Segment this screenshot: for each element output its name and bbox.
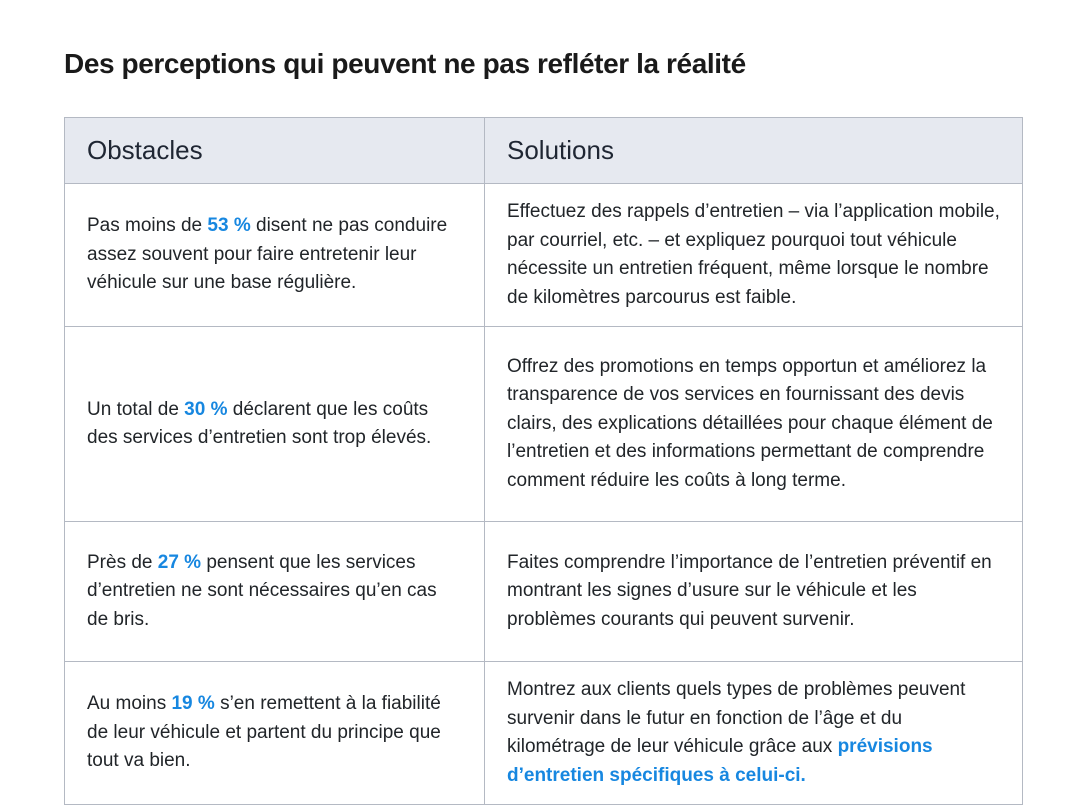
solution-1-text: Effectuez des rappels d’entretien – via … bbox=[507, 201, 1000, 308]
obstacle-4-text-pre: Au moins bbox=[87, 693, 172, 715]
table-row-1: Pas moins de 53 % disent ne pas conduire… bbox=[64, 183, 1023, 327]
solution-cell-2: Offrez des promotions en temps opportun … bbox=[484, 326, 1023, 522]
stat-30-percent: 30 % bbox=[184, 398, 228, 420]
obstacle-3-text-pre: Près de bbox=[87, 551, 158, 573]
obstacle-1-text-post: disent ne pas conduire assez souvent pou… bbox=[87, 215, 448, 294]
page-title: Des perceptions qui peuvent ne pas reflé… bbox=[64, 48, 746, 79]
column-header-solutions: Solutions bbox=[484, 117, 1023, 184]
stat-19-percent: 19 % bbox=[171, 693, 215, 715]
obstacle-cell-1: Pas moins de 53 % disent ne pas conduire… bbox=[64, 183, 485, 327]
table-row-4: Au moins 19 % s’en remettent à la fiabil… bbox=[64, 661, 1023, 805]
maintenance-forecast-link[interactable]: prévisions d’entretien spécifiques à cel… bbox=[507, 736, 933, 786]
solution-cell-3: Faites comprendre l’importance de l’entr… bbox=[484, 521, 1023, 662]
stat-53-percent: 53 % bbox=[207, 215, 251, 237]
obstacle-2-text-post: déclarent que les coûts des services d’e… bbox=[87, 398, 432, 449]
obstacle-cell-4: Au moins 19 % s’en remettent à la fiabil… bbox=[64, 661, 485, 805]
obstacles-solutions-table: Obstacles Solutions Pas moins de 53 % di… bbox=[64, 117, 1023, 805]
table-header-row: Obstacles Solutions bbox=[64, 117, 1023, 184]
solution-cell-1: Effectuez des rappels d’entretien – via … bbox=[484, 183, 1023, 327]
solution-2-text: Offrez des promotions en temps opportun … bbox=[507, 355, 993, 491]
obstacle-cell-3: Près de 27 % pensent que les services d’… bbox=[64, 521, 485, 662]
solution-cell-4: Montrez aux clients quels types de probl… bbox=[484, 661, 1023, 805]
column-header-obstacles: Obstacles bbox=[64, 117, 485, 184]
obstacle-3-text-post: pensent que les services d’entretien ne … bbox=[87, 551, 437, 630]
table-row-2: Un total de 30 % déclarent que les coûts… bbox=[64, 326, 1023, 522]
solution-4-text-pre: Montrez aux clients quels types de probl… bbox=[507, 679, 966, 757]
obstacle-1-text-pre: Pas moins de bbox=[87, 215, 208, 237]
obstacle-cell-2: Un total de 30 % déclarent que les coûts… bbox=[64, 326, 485, 522]
obstacle-4-text-post: s’en remettent à la fiabilité de leur vé… bbox=[87, 693, 441, 772]
table-row-3: Près de 27 % pensent que les services d’… bbox=[64, 521, 1023, 662]
stat-27-percent: 27 % bbox=[157, 551, 202, 573]
obstacle-2-text-pre: Un total de bbox=[87, 398, 185, 420]
solution-3-text: Faites comprendre l’importance de l’entr… bbox=[507, 551, 992, 630]
